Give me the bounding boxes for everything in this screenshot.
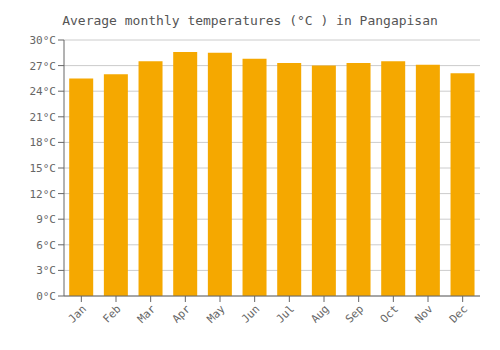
svg-text:Jan: Jan — [66, 302, 89, 325]
svg-text:30°C: 30°C — [30, 34, 57, 47]
svg-text:Mar: Mar — [135, 302, 159, 326]
svg-text:Aug: Aug — [308, 302, 331, 325]
svg-text:15°C: 15°C — [30, 162, 57, 175]
svg-text:18°C: 18°C — [30, 136, 57, 149]
svg-text:Sep: Sep — [343, 302, 366, 325]
html-text:Average monthly temperatures (: Average monthly temperatures (°C ) in Pa… — [62, 13, 438, 28]
svg-text:Dec: Dec — [447, 302, 470, 325]
svg-text:9°C: 9°C — [36, 213, 56, 226]
svg-text:Oct: Oct — [378, 302, 401, 325]
svg-text:3°C: 3°C — [36, 264, 56, 277]
svg-text:Jul: Jul — [274, 302, 297, 325]
svg-text:24°C: 24°C — [30, 85, 57, 98]
svg-text:Nov: Nov — [412, 302, 436, 326]
svg-text:Apr: Apr — [170, 302, 194, 326]
svg-text:12°C: 12°C — [30, 188, 57, 201]
svg-text:Jun: Jun — [239, 302, 262, 325]
svg-text:0°C: 0°C — [36, 290, 56, 303]
svg-text:27°C: 27°C — [30, 60, 57, 73]
svg-text:21°C: 21°C — [30, 111, 57, 124]
svg-text:6°C: 6°C — [36, 239, 56, 252]
svg-text:May: May — [204, 302, 228, 326]
svg-text:Feb: Feb — [100, 302, 123, 325]
